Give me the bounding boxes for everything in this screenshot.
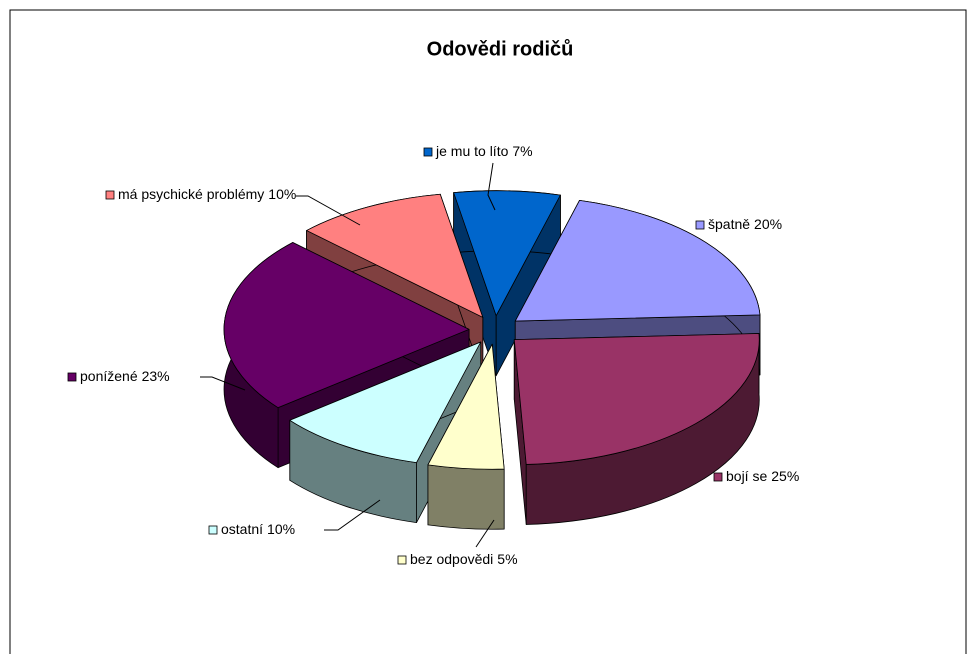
value-label: 10% (267, 521, 295, 537)
slice-top (223, 242, 470, 409)
legend-key (67, 372, 77, 382)
category-label: ostatní (221, 521, 263, 537)
leader-line (324, 499, 381, 531)
data-label: ponížené 23% (80, 368, 170, 384)
data-label: má psychické problémy 10% (118, 186, 296, 202)
value-label: 7% (512, 143, 532, 159)
slice (513, 333, 760, 525)
legend-key (695, 220, 705, 230)
legend-key (397, 555, 407, 565)
legend-key (423, 147, 433, 157)
leader-line (487, 162, 496, 211)
category-label: ponížené (80, 368, 138, 384)
slice-top (514, 200, 761, 322)
slice-top (453, 190, 561, 317)
category-label: bojí se (726, 468, 767, 484)
value-label: 25% (771, 468, 799, 484)
legend-key (713, 472, 723, 482)
leader-line (475, 519, 495, 548)
data-label: ostatní 10% (221, 521, 295, 537)
data-label: bez odpovědi 5% (410, 551, 518, 567)
leader-line (200, 376, 246, 391)
leader-line (296, 195, 361, 226)
category-label: špatně (708, 216, 750, 232)
value-label: 20% (754, 216, 782, 232)
slice-top (513, 333, 760, 465)
value-label: 23% (142, 368, 170, 384)
slice-top (306, 193, 484, 318)
data-label: je mu to líto 7% (435, 143, 533, 159)
legend-key (208, 525, 218, 535)
data-label: bojí se 25% (726, 468, 799, 484)
chart-title: Odovědi rodičů (427, 38, 574, 60)
category-label: má psychické problémy (118, 186, 264, 202)
slice (427, 343, 505, 530)
slice-top (427, 343, 505, 470)
slice (453, 190, 561, 377)
category-label: bez odpovědi (410, 551, 493, 567)
data-label: špatně 20% (708, 216, 782, 232)
slice-side (427, 464, 505, 530)
value-label: 5% (497, 551, 517, 567)
slice-top (289, 341, 482, 463)
category-label: je mu to líto (435, 143, 509, 159)
legend-key (105, 190, 115, 200)
value-label: 10% (268, 186, 296, 202)
